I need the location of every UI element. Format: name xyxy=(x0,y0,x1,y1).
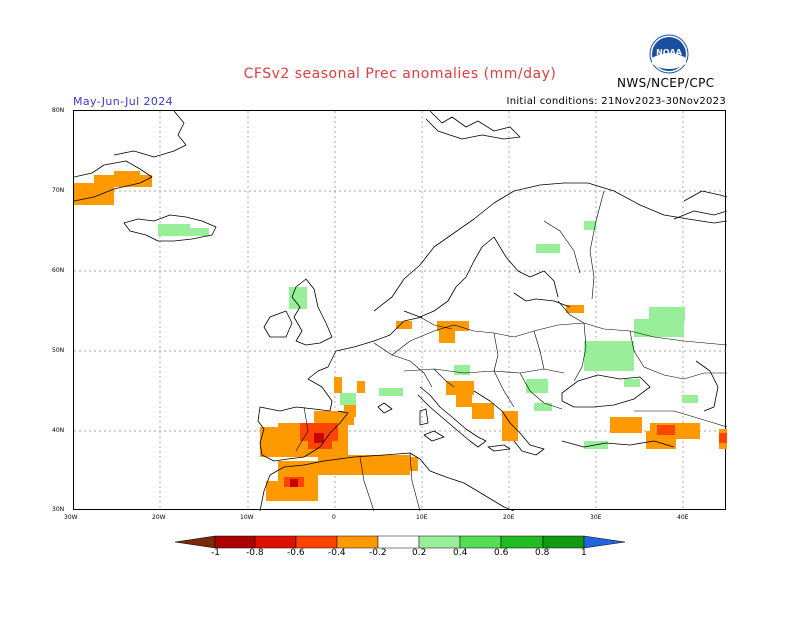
legend-segment-low-extend xyxy=(175,535,216,549)
map-canvas xyxy=(73,110,728,512)
legend-segment xyxy=(254,535,297,549)
lon-label: 20W xyxy=(152,514,166,521)
lon-label: 40E xyxy=(677,514,689,521)
lon-label: 30W xyxy=(64,514,78,521)
legend-segment xyxy=(500,535,544,549)
country-borders xyxy=(295,190,728,512)
lat-label: 30N xyxy=(52,506,65,513)
svg-text:NOAA: NOAA xyxy=(656,48,682,57)
legend-segment xyxy=(418,535,461,549)
legend-segment xyxy=(295,535,338,549)
dry-anomalies xyxy=(74,171,727,501)
noaa-logo-icon: NOAA xyxy=(649,34,689,74)
lat-label: 70N xyxy=(52,187,65,194)
lat-label: 60N xyxy=(52,267,65,274)
lat-label: 80N xyxy=(52,107,65,114)
lon-label: 0 xyxy=(332,514,336,521)
legend-segment-high-extend xyxy=(583,535,625,549)
color-legend xyxy=(175,535,625,549)
coastlines xyxy=(73,110,728,512)
wet-anomalies xyxy=(158,221,698,449)
legend-label: -1 xyxy=(211,548,220,558)
legend-segment xyxy=(336,535,379,549)
legend-segment xyxy=(459,535,502,549)
graticule xyxy=(74,111,727,511)
legend-label: -0.2 xyxy=(369,548,387,558)
legend-label: 0.2 xyxy=(412,548,427,558)
lat-label: 50N xyxy=(52,347,65,354)
extreme-dry-anomalies xyxy=(290,433,324,487)
legend-segment xyxy=(542,535,585,549)
lon-label: 20E xyxy=(503,514,515,521)
legend-label: -0.8 xyxy=(246,548,264,558)
lon-label: 10E xyxy=(416,514,428,521)
legend-segment xyxy=(214,535,256,549)
legend-segment xyxy=(377,535,420,549)
lat-label: 40N xyxy=(52,427,65,434)
europe-map xyxy=(73,110,728,512)
lon-label: 10W xyxy=(240,514,254,521)
legend-label: -0.4 xyxy=(328,548,346,558)
agency-label: NWS/NCEP/CPC xyxy=(617,76,715,90)
legend-label: 0.6 xyxy=(494,548,509,558)
initial-conditions: Initial conditions: 21Nov2023-30Nov2023 xyxy=(506,96,726,107)
legend-label: 1 xyxy=(581,548,587,558)
forecast-period: May-Jun-Jul 2024 xyxy=(73,95,174,108)
legend-label: 0.4 xyxy=(453,548,468,558)
map-title: CFSv2 seasonal Prec anomalies (mm/day) xyxy=(243,66,557,82)
lon-label: 30E xyxy=(590,514,602,521)
legend-label: -0.6 xyxy=(287,548,305,558)
legend-label: 0.8 xyxy=(535,548,550,558)
